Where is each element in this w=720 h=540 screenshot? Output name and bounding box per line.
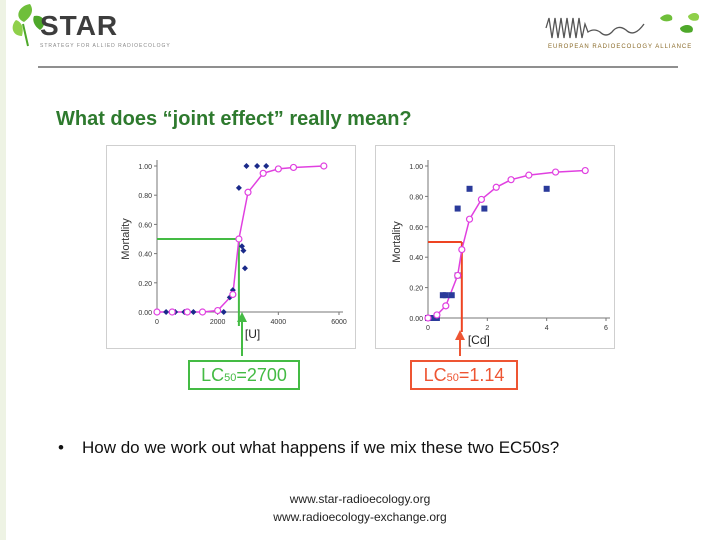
curve-point: [153, 308, 161, 316]
star-logo: STAR STRATEGY FOR ALLIED RADIOECOLOGY: [8, 0, 170, 56]
data-point: [543, 185, 550, 192]
data-point: [466, 185, 473, 192]
leaf-icon: [12, 4, 45, 47]
y-tick-label: 0.20: [409, 286, 423, 293]
x-tick-label: 6000: [331, 319, 347, 326]
slide-title: What does “joint effect” really mean?: [56, 108, 412, 130]
curve-point: [229, 290, 237, 299]
lc50-cadmium-value: =1.14: [458, 365, 505, 385]
y-tick-label: 0.40: [138, 252, 152, 259]
data-point: [220, 309, 227, 315]
data-point: [190, 309, 197, 315]
x-tick-label: 0: [426, 325, 430, 332]
data-point: [442, 292, 449, 299]
curve-point: [424, 314, 432, 322]
curve-point: [492, 183, 500, 191]
data-point: [481, 205, 488, 212]
bullet-text: How do we work out what happens if we mi…: [82, 438, 560, 457]
y-tick-label: 0.60: [138, 222, 152, 229]
uranium-chart: 0.00 0.20 0.40 0.60 0.80 1.00 0 2000 4000 6000 Mor…: [106, 145, 356, 349]
curve-point: [507, 176, 515, 184]
y-axis-label: Mortality: [120, 218, 132, 260]
footer-url-exchange: www.radioecology-exchange.org: [273, 510, 447, 524]
star-logo-text: STAR: [40, 10, 119, 41]
curve-point: [259, 169, 267, 177]
curve-point: [168, 308, 176, 316]
x-axis-label: [Cd]: [468, 333, 490, 347]
curve-point: [442, 302, 450, 310]
x-tick-label: 4000: [271, 319, 287, 326]
x-tick-label: 2: [485, 325, 489, 332]
curve-point: [320, 162, 328, 170]
footer-url-star: www.star-radioecology.org: [289, 492, 431, 506]
lc50-uranium-prefix: LC: [201, 365, 225, 385]
y-axis-label: Mortality: [391, 221, 403, 263]
curve-point: [433, 311, 441, 319]
lc50-cadmium-box: LC50=1.14: [410, 360, 518, 390]
lc50-uranium-box: LC50=2700: [188, 360, 300, 390]
data-point: [240, 247, 247, 254]
y-tick-label: 0.80: [409, 194, 423, 201]
curve-point: [465, 215, 474, 223]
curve-point: [289, 163, 298, 172]
data-point: [235, 184, 242, 191]
era-logo-tagline: EUROPEAN RADIOECOLOGY ALLIANCE: [548, 44, 693, 50]
y-tick-label: 0.40: [409, 255, 423, 262]
data-point: [263, 163, 270, 169]
curve-point: [525, 171, 533, 179]
lc50-cadmium-prefix: LC: [423, 365, 447, 385]
y-tick-label: 1.00: [409, 164, 423, 171]
left-accent-bar: [0, 0, 6, 540]
curve-point: [235, 235, 243, 243]
lc50-cadmium-sub: 50: [446, 372, 459, 384]
data-point: [163, 309, 170, 315]
data-point: [241, 265, 248, 272]
era-logo: [540, 8, 710, 60]
y-tick-label: 0.00: [138, 310, 152, 317]
x-tick-label: 4: [545, 325, 549, 332]
curve-point: [458, 245, 466, 254]
cadmium-chart: 0.00 0.20 0.40 0.60 0.80 1.00 0 2 4 6 Mortality [Cd…: [375, 145, 615, 349]
x-axis-label: [U]: [245, 327, 260, 341]
y-tick-label: 0.60: [409, 225, 423, 232]
data-point: [254, 163, 261, 169]
uranium-chart-plot: 0.00 0.20 0.40 0.60 0.80 1.00 0 2000 4000 6000 Mor…: [120, 160, 347, 341]
x-tick-label: 2000: [210, 319, 226, 326]
curve-point: [551, 168, 560, 176]
lc50-uranium-value: =2700: [236, 365, 287, 385]
x-tick-label: 6: [604, 325, 608, 332]
curve-point: [454, 271, 462, 280]
curve-point: [274, 165, 282, 173]
y-tick-label: 0.80: [138, 193, 152, 200]
curve-point: [198, 308, 207, 316]
y-tick-label: 0.00: [409, 316, 423, 323]
bullet-dot: •: [58, 438, 64, 457]
curve-point: [477, 195, 486, 204]
curve-point: [214, 306, 222, 315]
y-tick-label: 0.20: [138, 281, 152, 288]
lc50-uranium-sub: 50: [224, 372, 237, 384]
curve-point: [244, 188, 252, 196]
data-point: [454, 205, 461, 212]
curve-point: [581, 166, 589, 175]
data-point: [243, 163, 250, 169]
data-point: [448, 292, 455, 299]
cadmium-chart-plot: 0.00 0.20 0.40 0.60 0.80 1.00 0 2 4 6 Mortality [Cd…: [391, 160, 610, 347]
star-logo-tagline: STRATEGY FOR ALLIED RADIOECOLOGY: [40, 43, 171, 49]
y-tick-label: 1.00: [138, 164, 152, 171]
x-tick-label: 0: [155, 319, 159, 326]
wave-icon: [545, 13, 700, 39]
header-divider: [38, 66, 678, 68]
curve-point: [183, 308, 191, 316]
